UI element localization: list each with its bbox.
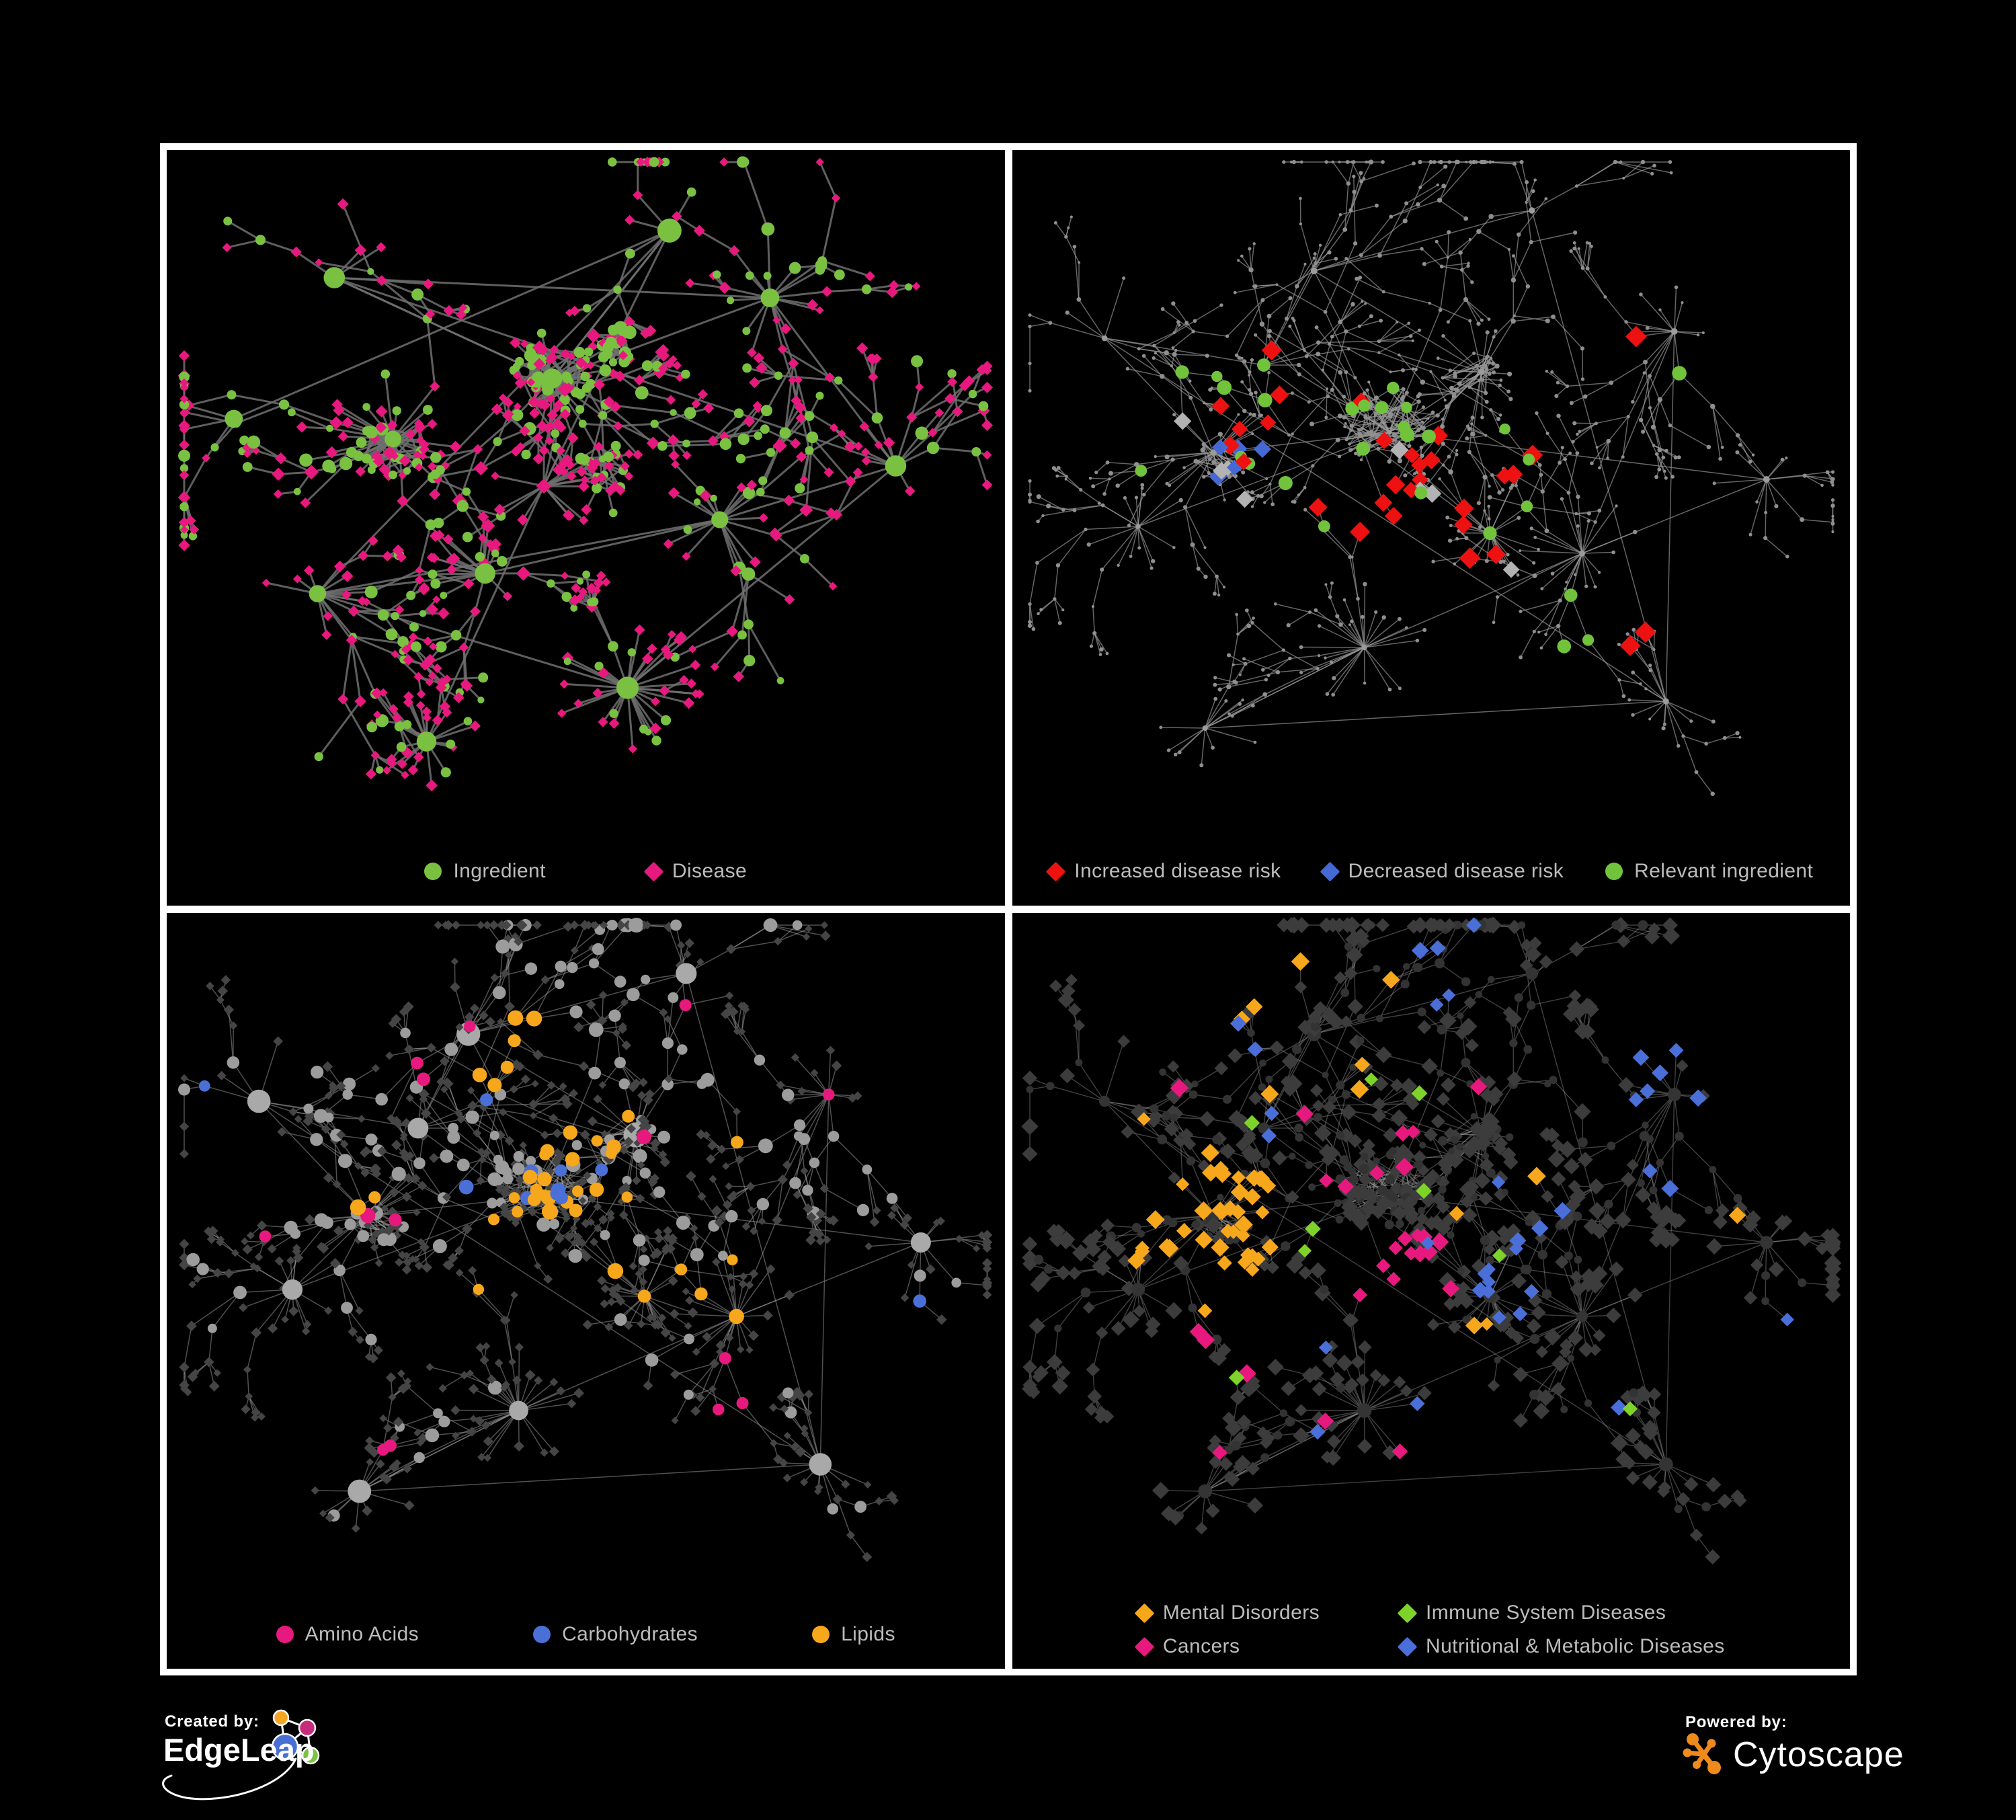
legend-label: Ingredient [453,860,546,882]
legend-label: Relevant ingredient [1634,860,1814,882]
legend-item-carbohydrates: Carbohydrates [533,1623,698,1646]
circle-marker-icon [276,1626,294,1643]
edgeleap-logo-icon [162,1709,320,1801]
circle-marker-icon [812,1626,830,1643]
legend-item-decreased-disease-risk: Decreased disease risk [1320,860,1564,883]
legend: Increased disease risk Decreased disease … [1012,860,1851,883]
legend-label: Increased disease risk [1074,860,1281,882]
legend-item-amino-acids: Amino Acids [276,1623,419,1646]
legend-item-mental-disorders: Mental Disorders [1134,1601,1320,1624]
diamond-marker-icon [643,861,664,881]
panel-disease-risk-network: Increased disease risk Decreased disease … [1012,150,1851,906]
panel-disease-class-network: Mental Disorders Immune System Diseases Ca… [1012,913,1851,1669]
created-by-label: Created by: [165,1712,259,1731]
diamond-marker-icon [1397,1636,1418,1657]
legend-label: Mental Disorders [1162,1601,1320,1624]
panel-ingredient-class-network: Amino Acids Carbohydrates Lipids [167,913,1005,1669]
legend: Ingredient Disease [167,860,1005,883]
legend-label: Immune System Diseases [1426,1601,1666,1624]
circle-marker-icon [1605,863,1623,880]
cytoscape-logo-icon [1683,1733,1721,1774]
network-graph [177,156,994,792]
legend-item-increased-disease-risk: Increased disease risk [1045,860,1281,883]
diamond-marker-icon [1045,861,1066,881]
legend-item-disease: Disease [643,860,748,883]
network-graph [1020,916,1841,1565]
legend: Mental Disorders Immune System Diseases Ca… [1012,1601,1851,1658]
legend-label: Lipids [841,1623,895,1645]
diamond-marker-icon [1134,1603,1155,1623]
legend-item-nutritional-metabolic-diseases: Nutritional & Metabolic Diseases [1397,1635,1725,1658]
legend-item-lipids: Lipids [812,1623,895,1646]
network-graph [178,918,993,1562]
panel-ingredient-disease-network: Ingredient Disease [167,150,1005,906]
network-graph [1027,159,1835,796]
legend-label: Decreased disease risk [1348,860,1564,882]
cytoscape-wordmark: Cytoscape [1733,1735,1904,1774]
diamond-marker-icon [1397,1603,1418,1623]
edgeleap-wordmark: EdgeLeap [163,1732,315,1768]
legend-label: Cancers [1162,1635,1240,1657]
legend-item-cancers: Cancers [1134,1635,1320,1658]
circle-marker-icon [424,863,442,880]
diamond-marker-icon [1134,1636,1155,1657]
legend-item-immune-system-diseases: Immune System Diseases [1397,1601,1725,1624]
powered-by-label: Powered by: [1685,1713,1787,1731]
circle-marker-icon [533,1626,551,1643]
legend-label: Nutritional & Metabolic Diseases [1426,1635,1725,1657]
legend-label: Disease [672,860,748,882]
legend-label: Amino Acids [305,1623,419,1645]
diamond-marker-icon [1320,861,1340,881]
legend: Amino Acids Carbohydrates Lipids [167,1623,1005,1646]
figure-grid: Ingredient Disease Increased disease risk… [160,143,1857,1675]
legend-item-ingredient: Ingredient [424,860,545,883]
cytoscape-brand: Powered by: Cytoscape [1682,1709,1964,1790]
legend-item-relevant-ingredient: Relevant ingredient [1605,860,1813,883]
legend-label: Carbohydrates [562,1623,698,1645]
edgeleap-brand: Created by: EdgeLeap [145,1703,373,1817]
